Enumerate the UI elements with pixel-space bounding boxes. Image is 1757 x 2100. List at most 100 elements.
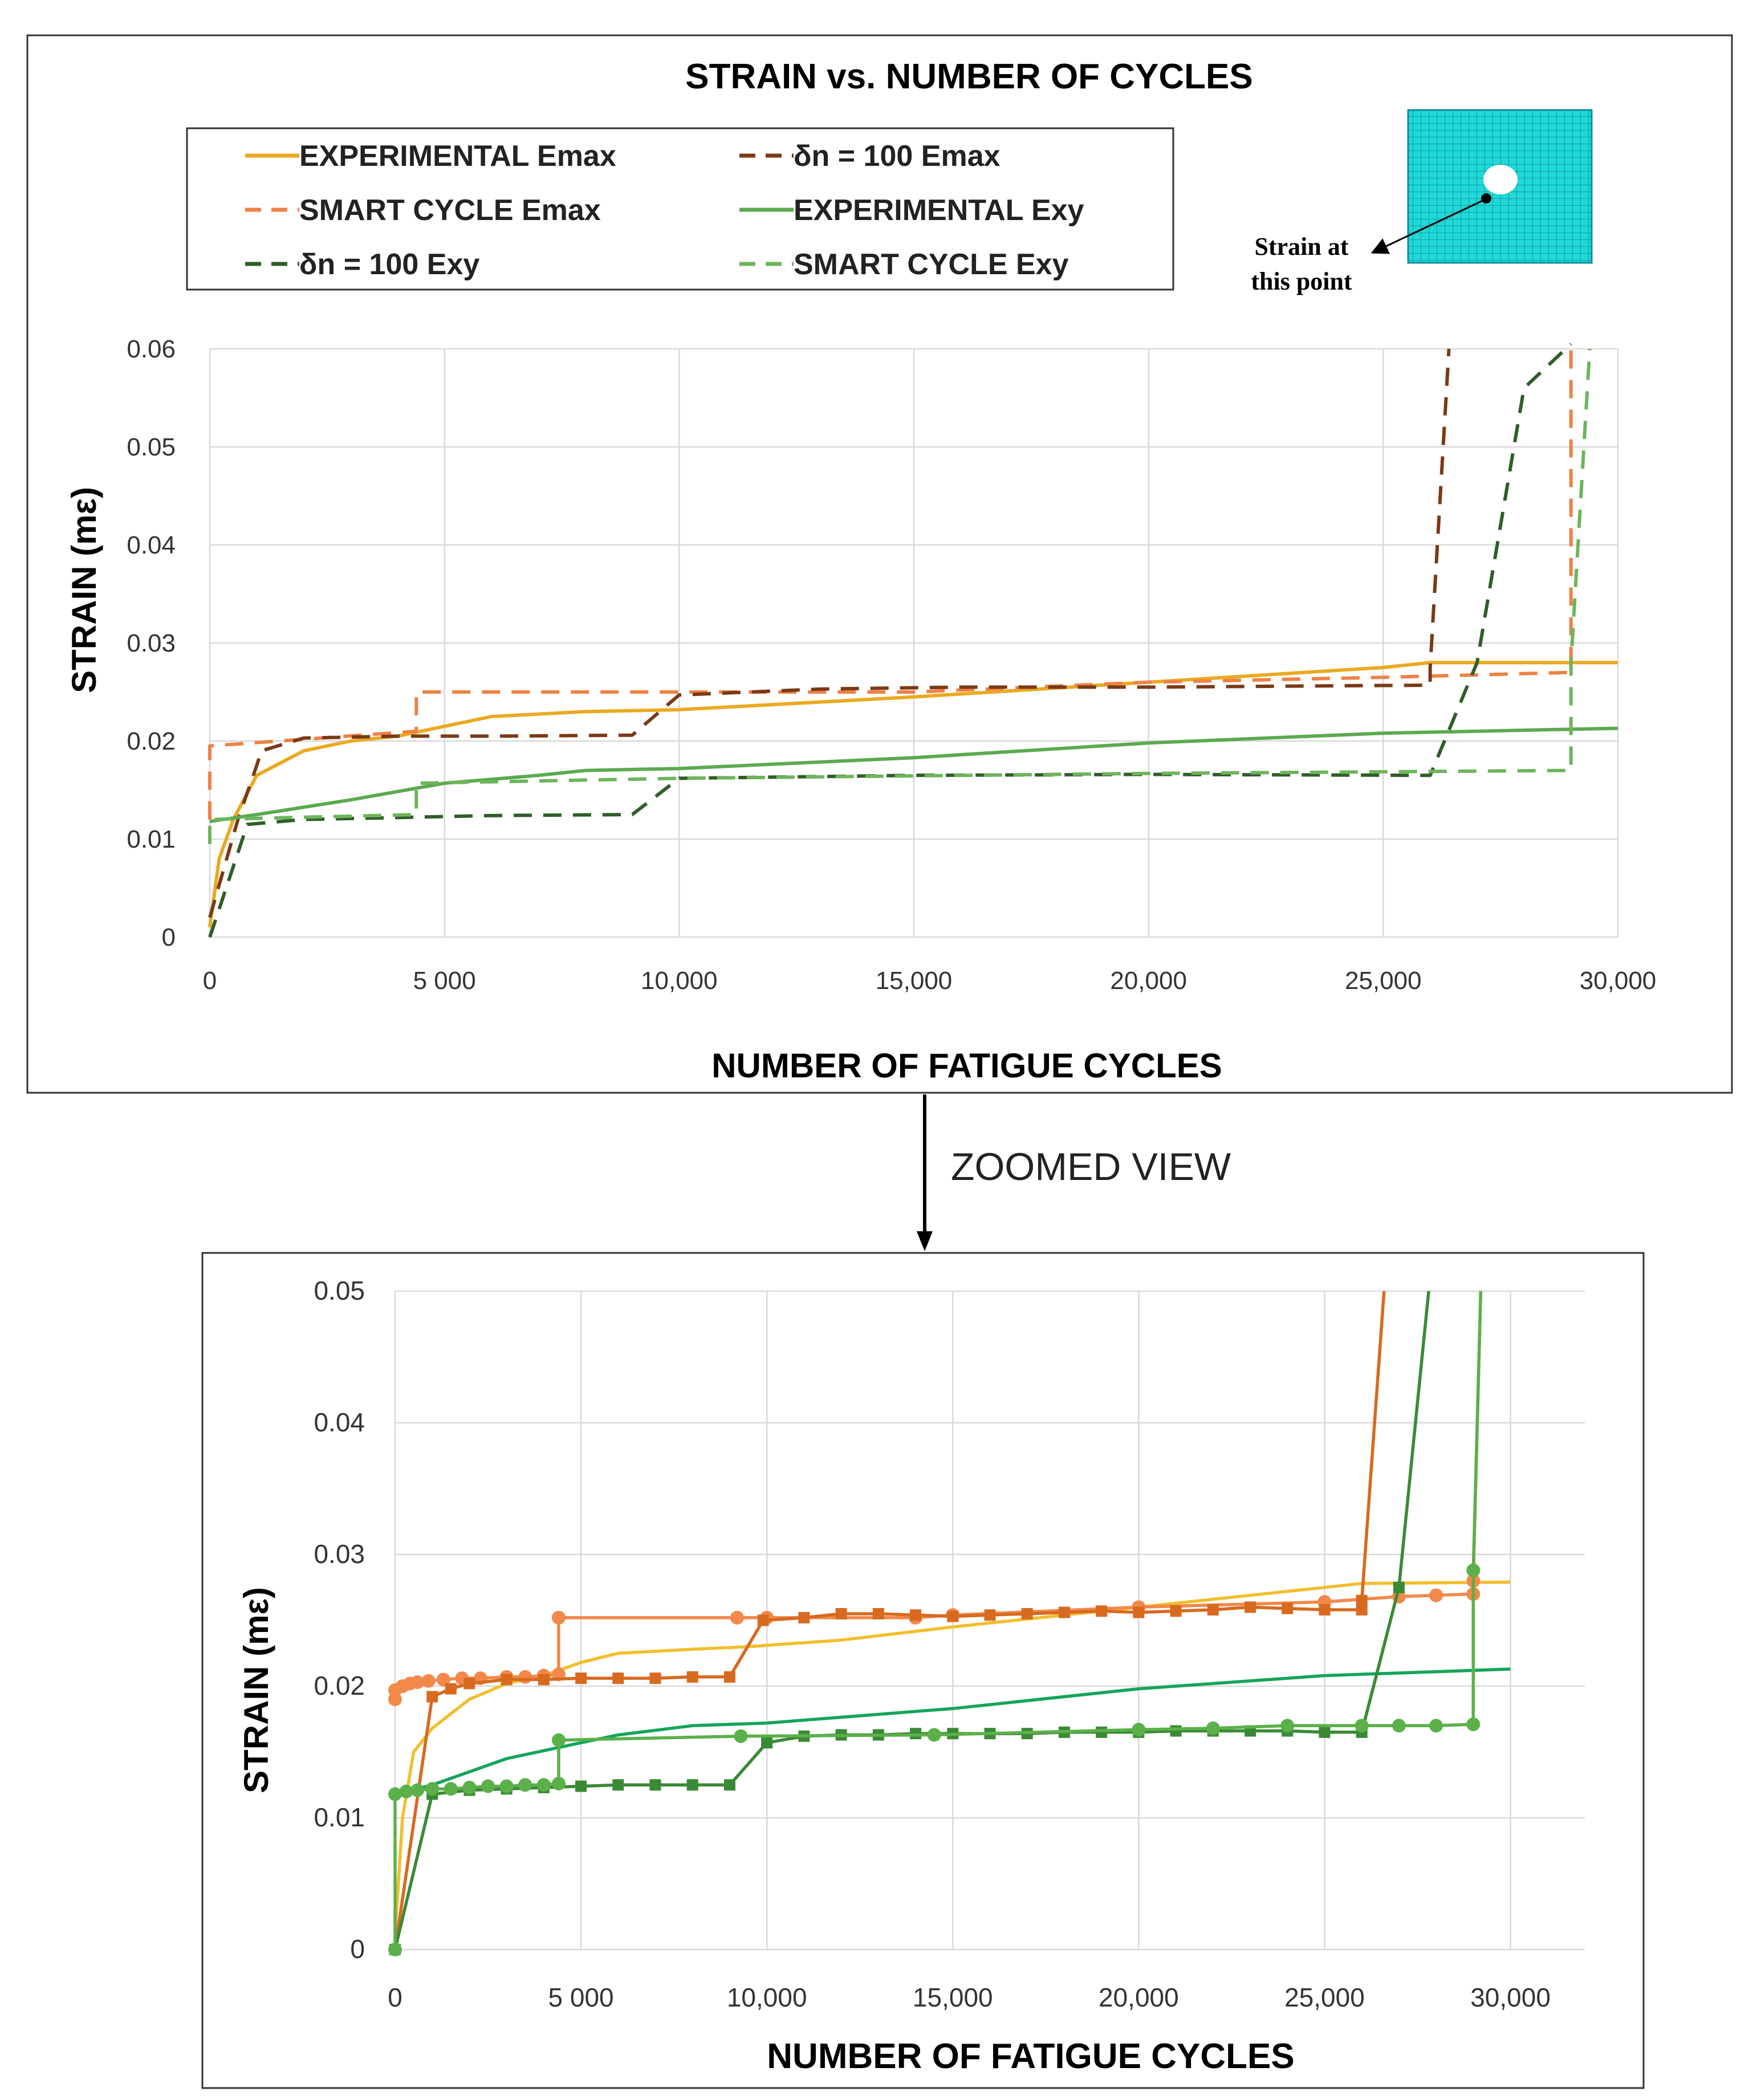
legend: EXPERIMENTAL Emax SMART CYCLE Emax δn = 10… [186,127,1174,291]
data-point [1058,1606,1070,1618]
data-point [910,1609,922,1621]
zoom-indicator: ZOOMED VIEW [917,1094,1231,1251]
x-tick-label: 5 000 [413,967,476,995]
data-point [1170,1725,1182,1737]
data-point [421,1674,436,1688]
x-tick-label: 0 [203,967,217,995]
data-point [1356,1604,1368,1616]
x-tick-label: 20,000 [1099,1983,1179,2012]
data-point [1429,1719,1443,1733]
data-point [1021,1607,1033,1619]
data-point [399,1784,413,1798]
data-point [410,1783,425,1797]
legend-label-dnn-100-emax: δn = 100 Emax [794,140,1000,173]
legend-label-smart-cycle-exy: SMART CYCLE Exy [794,248,1069,281]
data-point [1319,1604,1331,1616]
chart-title: STRAIN vs. NUMBER OF CYCLES [685,57,1253,96]
main-chart-x-ticks: 0 5 000 10,000 15,000 20,000 25,000 30,000 [203,967,1657,995]
data-point [575,1672,587,1684]
data-point [551,1610,566,1625]
y-tick-label: 0 [350,1934,365,1964]
y-tick-label: 0.06 [127,335,176,363]
data-point [1133,1606,1145,1618]
y-tick-label: 0.02 [127,727,176,755]
zoom-arrow-head-icon [917,1231,933,1251]
series-line-dnn-100-emax [393,1291,1386,1950]
data-point [499,1779,514,1793]
series-line-dnn-100-emax [208,348,1451,918]
data-point [1429,1588,1443,1602]
zoomed-chart-y-axis-label: STRAIN (mε) [237,1587,275,1793]
data-point [612,1779,624,1791]
data-point [984,1609,996,1621]
data-point [426,1691,438,1703]
data-point [723,1779,735,1791]
y-tick-label: 0.01 [314,1802,365,1832]
x-tick-label: 15,000 [913,1983,993,2012]
data-point [1392,1719,1406,1733]
legend-label-dnn-100-exy: δn = 100 Exy [299,248,479,281]
data-point [1244,1601,1256,1613]
inset-label-line2: this point [1251,267,1352,295]
data-point [1319,1726,1331,1738]
y-tick-label: 0.03 [314,1539,365,1569]
zoomed-chart-gridlines [394,1290,1585,1951]
data-point [1356,1594,1368,1606]
x-tick-label: 5 000 [548,1983,614,2012]
x-tick-label: 30,000 [1470,1983,1551,2012]
data-point [1206,1721,1220,1735]
data-point [649,1672,661,1684]
x-tick-label: 10,000 [641,967,718,995]
data-point [1132,1723,1146,1737]
y-tick-label: 0.01 [127,825,176,853]
series-line-smart-cycle-emax [208,349,1573,820]
data-point [1280,1719,1295,1733]
legend-label-experimental-exy: EXPERIMENTAL Exy [794,194,1084,227]
hole-icon [1483,165,1518,194]
y-tick-label: 0.03 [127,629,176,657]
data-point [723,1671,735,1683]
x-tick-label: 25,000 [1284,1983,1365,2012]
data-point [388,1787,402,1801]
data-point [575,1780,587,1792]
data-point [1207,1604,1219,1616]
series-line-dnn-100-exy [208,343,1572,938]
data-point [686,1779,698,1791]
data-point [463,1678,475,1690]
data-point [1466,1717,1481,1731]
data-point [835,1607,847,1619]
data-point [686,1671,698,1683]
legend-label-smart-cycle-emax: SMART CYCLE Emax [299,194,601,227]
x-tick-label: 10,000 [727,1983,807,2012]
pointer-arrow [1370,198,1486,254]
zoomed-chart-x-axis-label: NUMBER OF FATIGUE CYCLES [767,2037,1294,2076]
y-tick-label: 0 [162,923,176,951]
zoomed-chart-series [388,1291,1511,1956]
data-point [612,1672,624,1684]
data-point [1466,1563,1481,1577]
data-point [538,1674,550,1686]
data-point [1355,1719,1369,1733]
zoomed-chart: 0 0.01 0.02 0.03 0.04 0.05 0 5 000 10,000 15,000… [201,1252,1645,2089]
y-tick-label: 0.04 [127,531,176,559]
data-point [518,1670,532,1684]
main-chart: STRAIN vs. NUMBER OF CYCLES EXPERIMENTAL… [26,34,1733,1094]
main-chart-series [208,343,1618,938]
zoomed-chart-y-ticks: 0 0.01 0.02 0.03 0.04 0.05 [314,1276,365,1964]
main-chart-y-axis-label: STRAIN (mε) [65,487,103,693]
x-tick-label: 25,000 [1345,967,1422,995]
specimen-inset: Strain at this point [1251,109,1593,295]
data-point [410,1675,425,1690]
main-chart-y-ticks: 0 0.01 0.02 0.03 0.04 0.05 0.06 [127,335,176,951]
data-point [947,1610,959,1622]
data-point [649,1779,661,1791]
data-point [462,1780,477,1794]
data-point [551,1733,566,1747]
main-chart-x-axis-label: NUMBER OF FATIGUE CYCLES [711,1047,1222,1085]
data-point [551,1776,566,1790]
data-point [501,1674,513,1686]
data-point [536,1778,551,1792]
data-point [1393,1581,1405,1593]
data-point [445,1683,457,1695]
data-point [444,1782,458,1796]
